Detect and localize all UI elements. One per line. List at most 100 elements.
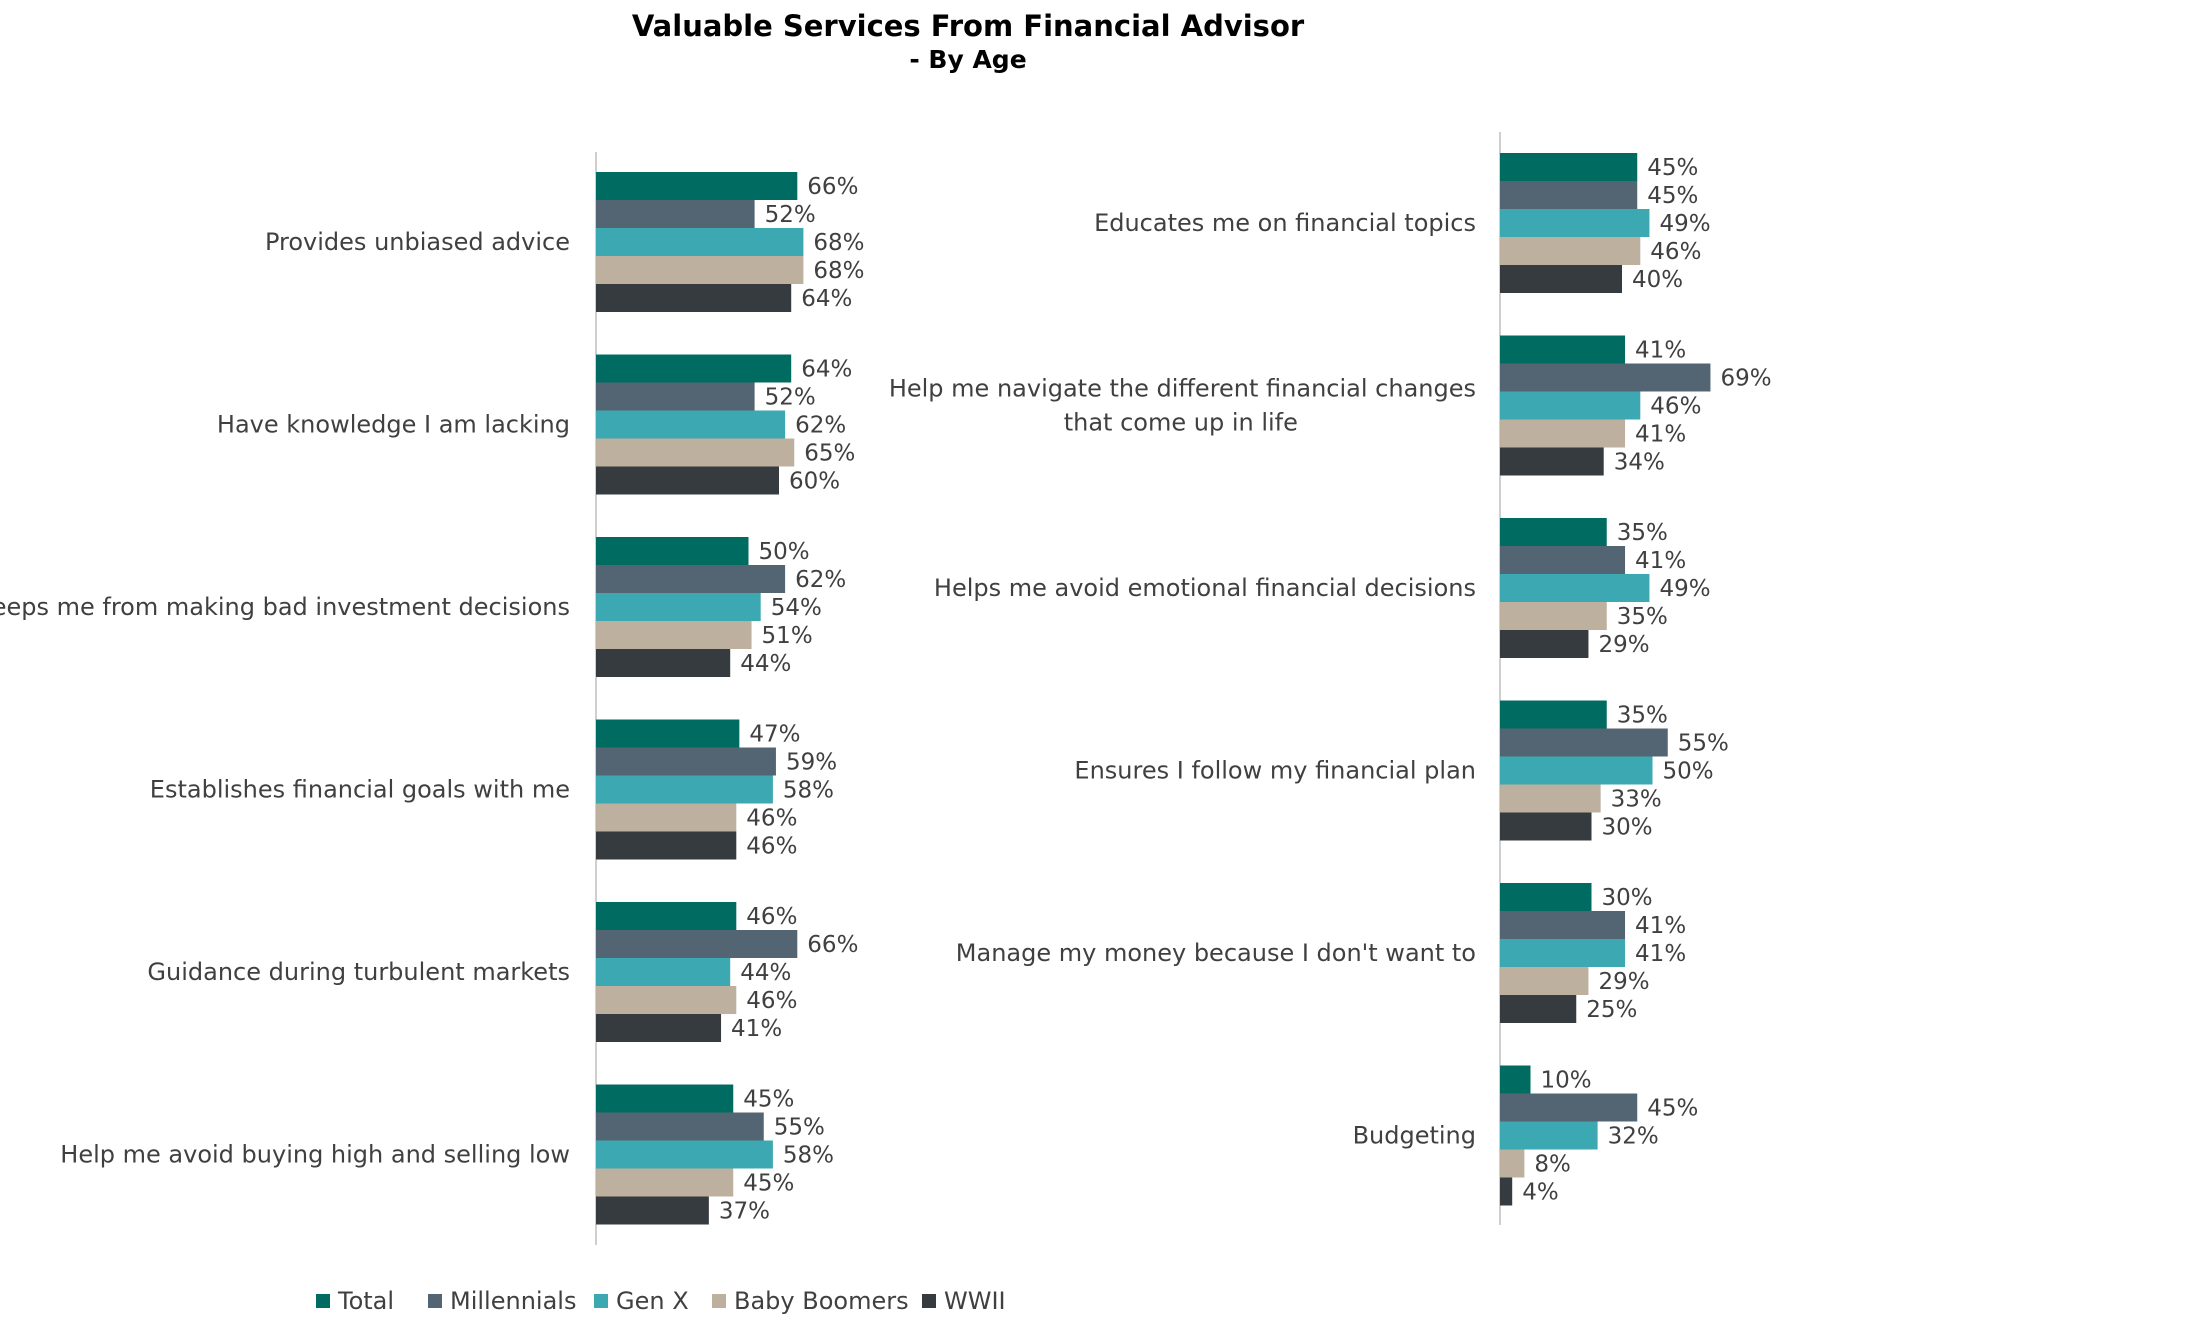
bar-total-keeps-me-from-making-bad-investment-decisions [596,537,749,565]
bar-total-budgeting [1500,1065,1531,1094]
category-label-budgeting: Budgeting [1353,1122,1476,1150]
bar-total-guidance-during-turbulent-markets [596,902,737,930]
data-label-wwii-help-me-avoid-buying-high-and-selling-low: 37% [719,1199,770,1225]
category-label-ensures-i-follow-my-financial-plan: Ensures I follow my financial plan [1074,757,1476,785]
data-label-total-help-me-avoid-buying-high-and-selling-low: 45% [743,1087,794,1113]
data-label-gen-x-ensures-i-follow-my-financial-plan: 50% [1663,759,1714,785]
bar-gen-x-budgeting [1500,1121,1598,1150]
bar-millennials-budgeting [1500,1093,1638,1122]
bar-gen-x-have-knowledge-i-am-lacking [596,410,786,439]
bar-total-ensures-i-follow-my-financial-plan [1500,700,1607,729]
data-label-millennials-keeps-me-from-making-bad-investment-decisions: 62% [795,567,846,593]
legend-swatch-gen-x [594,1294,608,1308]
bar-total-manage-my-money-because-i-don-t-want-to [1500,883,1592,911]
bar-wwii-helps-me-avoid-emotional-financial-decisions [1500,630,1589,658]
data-label-baby-boomers-budgeting: 8% [1534,1152,1571,1178]
bar-baby-boomers-helps-me-avoid-emotional-financial-decisions [1500,602,1607,630]
chart-title: Valuable Services From Financial Advisor [632,9,1305,43]
bar-gen-x-manage-my-money-because-i-don-t-want-to [1500,939,1626,967]
data-label-gen-x-guidance-during-turbulent-markets: 44% [740,960,791,986]
data-label-gen-x-educates-me-on-financial-topics: 49% [1659,211,1710,237]
legend-item-gen-x: Gen X [594,1287,689,1315]
data-label-baby-boomers-guidance-during-turbulent-markets: 46% [746,988,797,1014]
category-label-keeps-me-from-making-bad-investment-decisions: Keeps me from making bad investment deci… [0,593,570,621]
data-label-wwii-manage-my-money-because-i-don-t-want-to: 25% [1586,997,1637,1023]
legend-label-gen-x: Gen X [616,1287,689,1315]
data-label-wwii-have-knowledge-i-am-lacking: 60% [789,469,840,495]
bar-millennials-educates-me-on-financial-topics [1500,181,1638,209]
bar-gen-x-help-me-avoid-buying-high-and-selling-low [596,1140,773,1169]
data-label-baby-boomers-educates-me-on-financial-topics: 46% [1650,239,1701,265]
legend-label-baby-boomers: Baby Boomers [734,1287,909,1315]
data-label-wwii-help-me-navigate-the-different-financial-changes-that-come-up-in-life: 34% [1614,450,1665,476]
data-label-gen-x-help-me-navigate-the-different-financial-changes-that-come-up-in-life: 46% [1650,394,1701,420]
data-label-wwii-provides-unbiased-advice: 64% [801,286,852,312]
bar-wwii-have-knowledge-i-am-lacking [596,466,779,495]
bar-baby-boomers-help-me-avoid-buying-high-and-selling-low [596,1168,734,1197]
bar-gen-x-help-me-navigate-the-different-financial-changes-that-come-up-in-life [1500,391,1641,420]
data-label-gen-x-establishes-financial-goals-with-me: 58% [783,778,834,804]
bar-gen-x-guidance-during-turbulent-markets [596,958,731,986]
legend-item-total: Total [316,1287,394,1315]
bar-baby-boomers-educates-me-on-financial-topics [1500,237,1641,265]
bar-wwii-manage-my-money-because-i-don-t-want-to [1500,995,1577,1023]
data-label-wwii-educates-me-on-financial-topics: 40% [1632,267,1683,293]
data-label-total-educates-me-on-financial-topics: 45% [1647,155,1698,181]
bar-millennials-ensures-i-follow-my-financial-plan [1500,728,1668,757]
legend-label-total: Total [337,1287,394,1315]
bar-millennials-provides-unbiased-advice [596,200,755,228]
data-label-total-keeps-me-from-making-bad-investment-decisions: 50% [759,539,810,565]
panel-left: Provides unbiased advice66%52%68%68%64%H… [0,152,865,1245]
bar-total-educates-me-on-financial-topics [1500,153,1638,181]
bar-millennials-have-knowledge-i-am-lacking [596,382,755,411]
bar-gen-x-helps-me-avoid-emotional-financial-decisions [1500,574,1650,602]
data-label-baby-boomers-help-me-avoid-buying-high-and-selling-low: 45% [743,1171,794,1197]
bar-wwii-educates-me-on-financial-topics [1500,265,1622,293]
data-label-wwii-budgeting: 4% [1522,1180,1559,1206]
bar-total-helps-me-avoid-emotional-financial-decisions [1500,518,1607,546]
category-label-establishes-financial-goals-with-me: Establishes financial goals with me [150,776,570,804]
data-label-total-manage-my-money-because-i-don-t-want-to: 30% [1602,885,1653,911]
data-label-total-establishes-financial-goals-with-me: 47% [749,722,800,748]
category-label-help-me-navigate-the-different-financial-changes-that-come-up-in-life: Help me navigate the different financial… [889,375,1476,437]
bar-baby-boomers-provides-unbiased-advice [596,256,804,284]
legend-item-baby-boomers: Baby Boomers [712,1287,909,1315]
bar-millennials-helps-me-avoid-emotional-financial-decisions [1500,546,1626,574]
data-label-millennials-manage-my-money-because-i-don-t-want-to: 41% [1635,913,1686,939]
category-label-guidance-during-turbulent-markets: Guidance during turbulent markets [147,958,570,986]
legend-label-millennials: Millennials [450,1287,576,1315]
bar-wwii-keeps-me-from-making-bad-investment-decisions [596,649,731,677]
bar-wwii-help-me-navigate-the-different-financial-changes-that-come-up-in-life [1500,447,1604,476]
data-label-millennials-help-me-navigate-the-different-financial-changes-that-come-up-in-life: 69% [1720,366,1771,392]
data-label-baby-boomers-keeps-me-from-making-bad-investment-decisions: 51% [762,623,813,649]
bar-millennials-manage-my-money-because-i-don-t-want-to [1500,911,1626,939]
bar-gen-x-educates-me-on-financial-topics [1500,209,1650,237]
data-label-total-budgeting: 10% [1541,1068,1592,1094]
bar-baby-boomers-ensures-i-follow-my-financial-plan [1500,784,1601,813]
data-label-baby-boomers-have-knowledge-i-am-lacking: 65% [804,441,855,467]
data-label-millennials-budgeting: 45% [1647,1096,1698,1122]
data-label-wwii-guidance-during-turbulent-markets: 41% [731,1016,782,1042]
bar-wwii-establishes-financial-goals-with-me [596,831,737,860]
plot-area: Provides unbiased advice66%52%68%68%64%H… [0,132,1772,1245]
data-label-gen-x-provides-unbiased-advice: 68% [813,230,864,256]
bar-baby-boomers-establishes-financial-goals-with-me [596,803,737,832]
data-label-total-help-me-navigate-the-different-financial-changes-that-come-up-in-life: 41% [1635,338,1686,364]
category-label-help-me-avoid-buying-high-and-selling-low: Help me avoid buying high and selling lo… [60,1141,570,1169]
data-label-gen-x-manage-my-money-because-i-don-t-want-to: 41% [1635,941,1686,967]
category-label-educates-me-on-financial-topics: Educates me on financial topics [1094,209,1476,237]
bar-baby-boomers-budgeting [1500,1149,1525,1178]
data-label-baby-boomers-ensures-i-follow-my-financial-plan: 33% [1611,787,1662,813]
data-label-total-provides-unbiased-advice: 66% [807,174,858,200]
data-label-baby-boomers-help-me-navigate-the-different-financial-changes-that-come-up-in-life: 41% [1635,422,1686,448]
data-label-millennials-guidance-during-turbulent-markets: 66% [807,932,858,958]
bar-total-have-knowledge-i-am-lacking [596,354,792,383]
bar-gen-x-provides-unbiased-advice [596,228,804,256]
bar-gen-x-keeps-me-from-making-bad-investment-decisions [596,593,761,621]
data-label-millennials-establishes-financial-goals-with-me: 59% [786,750,837,776]
bar-total-help-me-navigate-the-different-financial-changes-that-come-up-in-life [1500,335,1626,364]
data-label-baby-boomers-provides-unbiased-advice: 68% [813,258,864,284]
bar-wwii-provides-unbiased-advice [596,284,792,312]
